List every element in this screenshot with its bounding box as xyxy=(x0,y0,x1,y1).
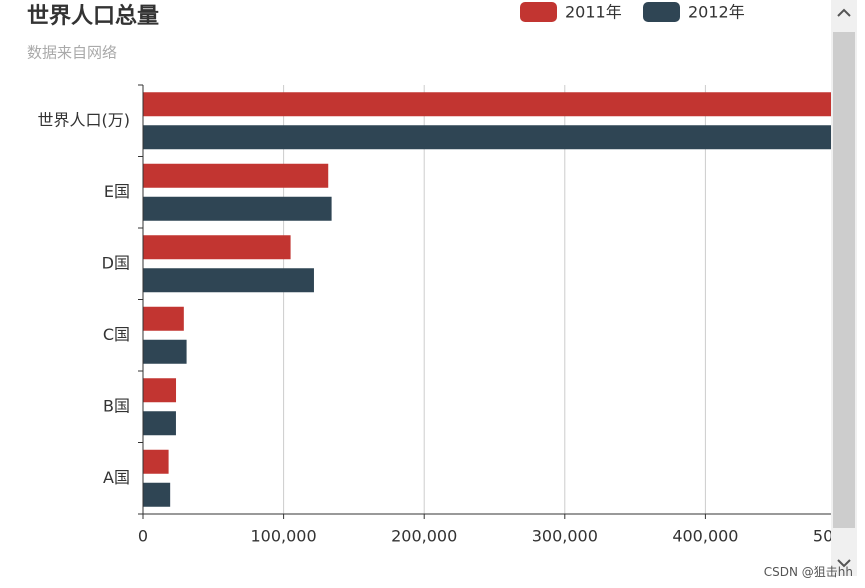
legend-swatch[interactable] xyxy=(643,2,680,22)
bar xyxy=(143,268,314,293)
y-tick-label: B国 xyxy=(103,396,130,415)
scroll-down[interactable] xyxy=(831,550,857,576)
bar xyxy=(143,235,291,260)
x-tick-label: 0 xyxy=(138,527,148,546)
scrollbar[interactable] xyxy=(831,0,857,576)
bar xyxy=(143,163,329,188)
x-tick-label: 500,000 xyxy=(813,527,831,546)
bar xyxy=(143,196,332,221)
chart-subtitle: 数据来自网络 xyxy=(27,44,117,62)
y-tick-label: E国 xyxy=(104,182,130,201)
bar xyxy=(143,339,187,364)
bar xyxy=(143,449,169,474)
bar xyxy=(143,306,184,331)
y-tick-label: C国 xyxy=(103,325,130,344)
bar xyxy=(143,378,177,403)
legend-label[interactable]: 2012年 xyxy=(688,3,745,22)
legend-label[interactable]: 2011年 xyxy=(565,3,622,22)
bar xyxy=(143,92,831,117)
legend-swatch[interactable] xyxy=(520,2,557,22)
bar xyxy=(143,125,831,150)
scroll-up[interactable] xyxy=(831,0,857,26)
chart-title: 世界人口总量 xyxy=(27,3,159,29)
y-tick-label: 世界人口(万) xyxy=(38,110,131,129)
bar xyxy=(143,411,176,436)
chart: 世界人口总量 数据来自网络 0 100,000 200,000 300,000 400,… xyxy=(27,2,831,546)
watermark: CSDN @狙击hh xyxy=(763,565,853,579)
bar xyxy=(143,482,171,507)
y-tick-label: D国 xyxy=(102,253,130,272)
scroll-thumb[interactable] xyxy=(833,32,855,528)
x-tick-label: 400,000 xyxy=(672,527,738,546)
y-tick-label: A国 xyxy=(103,468,130,487)
x-tick-label: 300,000 xyxy=(532,527,598,546)
x-tick-label: 100,000 xyxy=(251,527,317,546)
x-tick-label: 200,000 xyxy=(391,527,457,546)
